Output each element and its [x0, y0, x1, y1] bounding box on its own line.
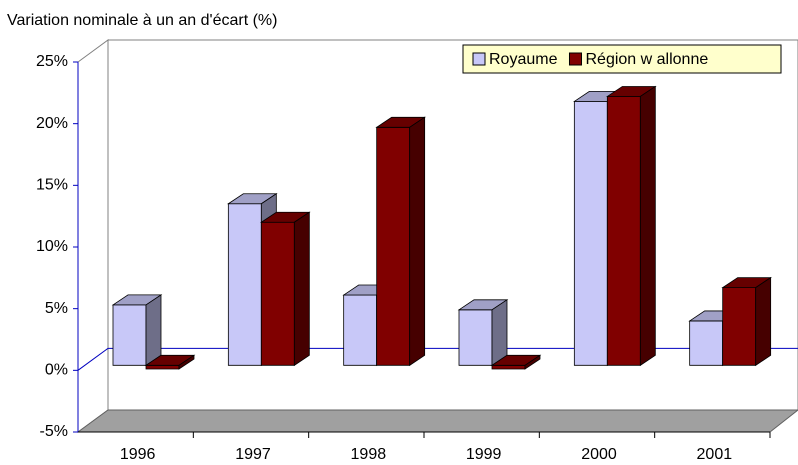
bar-side: [639, 85, 656, 367]
bar-front: [343, 294, 378, 366]
bar-side: [491, 299, 508, 367]
bar-side: [524, 354, 541, 370]
legend-label: Royaume: [489, 51, 558, 68]
floor: [76, 409, 798, 433]
bar: [490, 354, 542, 370]
bar-front: [458, 309, 493, 366]
bar-front: [227, 203, 262, 366]
legend-label: Région w allonne: [585, 51, 708, 68]
bar-front: [689, 320, 724, 366]
legend-box: [462, 44, 782, 74]
bar-front: [606, 96, 641, 366]
bar: [457, 299, 509, 367]
bar-side: [145, 294, 162, 367]
bar: [111, 294, 163, 367]
legend-swatch: [472, 52, 486, 66]
x-tick-label: 1996: [120, 446, 156, 463]
bar-front: [376, 126, 411, 366]
bar-front: [491, 364, 526, 370]
x-tick-label: 1998: [351, 446, 387, 463]
x-tick-label: 2000: [581, 446, 617, 463]
bar-side: [755, 276, 772, 367]
bar-front: [573, 101, 608, 366]
y-tick-label: -5%: [40, 423, 68, 440]
y-tick-label: 15%: [36, 177, 68, 194]
bar-front: [112, 304, 147, 366]
y-tick-label: 25%: [36, 53, 68, 70]
bar: [375, 116, 426, 367]
y-tick-label: 0%: [45, 362, 68, 379]
bar-side: [409, 116, 426, 367]
bar-front: [722, 287, 757, 366]
y-tick-label: 5%: [45, 300, 68, 317]
x-tick-label: 2001: [697, 446, 733, 463]
x-tick-label: 1999: [466, 446, 502, 463]
side-wall: [77, 39, 109, 433]
y-tick-label: 20%: [36, 115, 68, 132]
bar-side: [178, 354, 195, 370]
x-tick-label: 1997: [235, 446, 271, 463]
bar-front: [260, 221, 295, 366]
bar-front: [145, 364, 180, 370]
zero-line: [77, 347, 798, 371]
bar: [260, 211, 311, 367]
bar: [606, 85, 657, 367]
bar: [144, 354, 196, 370]
bar: [721, 276, 772, 367]
legend-swatch: [568, 52, 582, 66]
y-tick-label: 10%: [36, 238, 68, 255]
bar-side: [293, 211, 310, 367]
chart-title: Variation nominale à un an d'écart (%): [7, 12, 277, 29]
